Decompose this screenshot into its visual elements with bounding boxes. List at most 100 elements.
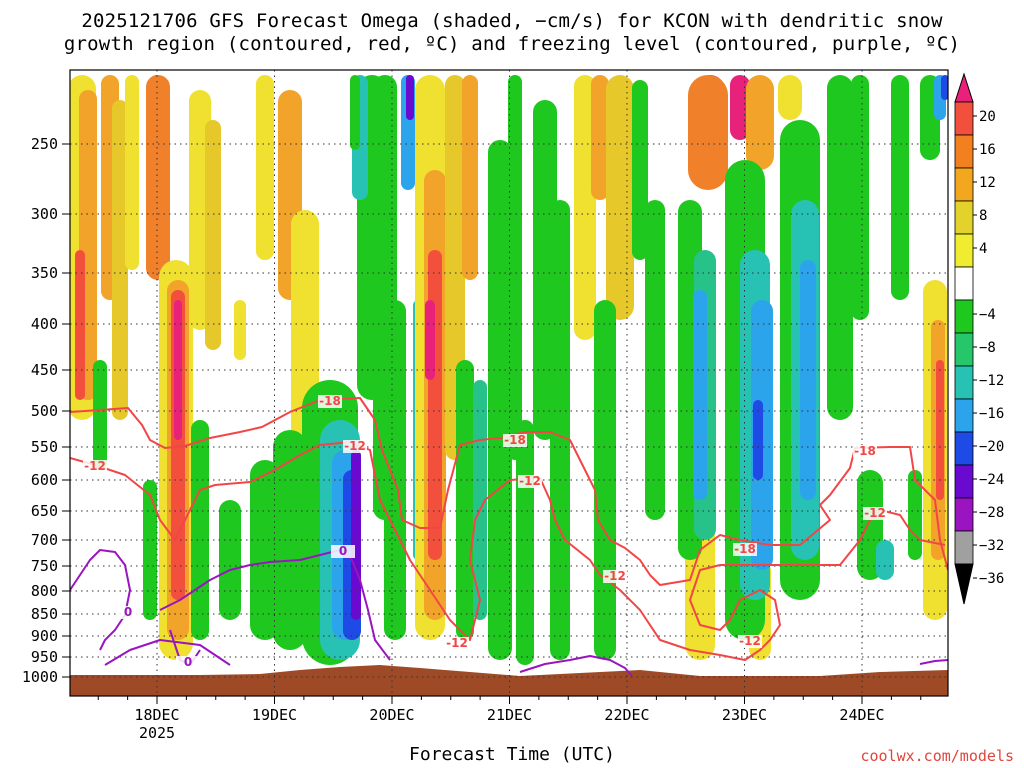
contour-label: 0	[339, 544, 347, 558]
contour-label-bg	[343, 440, 367, 453]
y-tick-label-300: 300	[31, 205, 58, 223]
colorbar-segment	[954, 266, 974, 301]
omega-streak	[112, 100, 128, 420]
omega-streak	[384, 300, 406, 640]
colorbar-segment	[954, 398, 974, 433]
x-tick-label-21DEC: 21DEC	[487, 706, 532, 724]
y-tick-label-800: 800	[31, 582, 58, 600]
omega-streak	[146, 75, 170, 280]
x-tick-label-22DEC: 22DEC	[604, 706, 649, 724]
omega-streak	[234, 300, 246, 360]
omega-streak	[488, 140, 512, 660]
colorbar-segment	[954, 530, 974, 565]
y-tick-label-850: 850	[31, 605, 58, 623]
omega-streak	[632, 80, 648, 260]
y-tick-label-1000: 1000	[22, 668, 58, 686]
colorbar-segment	[954, 233, 974, 268]
contour-label-bg	[318, 395, 342, 408]
colorbar-segment	[954, 431, 974, 466]
omega-streak	[936, 360, 944, 500]
colorbar-label: 8	[979, 208, 987, 224]
colorbar-label: −28	[979, 505, 1004, 521]
omega-streak	[891, 75, 909, 300]
y-axis: 250 300 350 400 450 500 550 600 650 700 750 800 850 9…	[22, 135, 70, 686]
omega-streak	[550, 200, 570, 660]
omega-streak	[125, 75, 139, 270]
omega-streak	[462, 75, 478, 280]
omega-streak	[508, 75, 522, 460]
y-tick-label-250: 250	[31, 135, 58, 153]
omega-streak	[851, 75, 869, 320]
colorbar-label: −8	[979, 340, 996, 356]
omega-streak	[778, 75, 802, 120]
contour-label: 0	[184, 655, 192, 669]
y-tick-label-350: 350	[31, 264, 58, 282]
x-tick-label-23DEC: 23DEC	[722, 706, 767, 724]
contour-label: -12	[519, 474, 541, 488]
x-tick-label-20DEC: 20DEC	[369, 706, 414, 724]
x-tick-label-18DEC: 18DEC	[134, 706, 179, 724]
colorbar-segment	[954, 101, 974, 136]
contour-label: -12	[604, 569, 626, 583]
contour-label: -12	[864, 506, 886, 520]
contour-label-bg	[331, 545, 355, 558]
omega-streak	[205, 120, 221, 350]
y-tick-label-700: 700	[31, 531, 58, 549]
colorbar-segment	[954, 134, 974, 169]
contour-line-0	[70, 397, 948, 586]
omega-streak	[191, 420, 209, 640]
omega-streak	[876, 540, 894, 580]
colorbar-label: 20	[979, 109, 996, 125]
omega-streak	[406, 75, 414, 120]
omega-streak	[730, 75, 750, 140]
omega-streak	[350, 75, 360, 150]
omega-streak	[143, 480, 157, 620]
omega-streak	[591, 75, 609, 200]
contour-line-5	[519, 655, 633, 677]
x-tick-label-19DEC: 19DEC	[252, 706, 297, 724]
colorbar: 20 16 12 8 4 −4 −8 −12 −16 −20 −24 −28 −32 −36	[954, 72, 1004, 605]
contour-label: -12	[84, 459, 106, 473]
contour-label-bg	[503, 434, 527, 447]
omega-streak	[250, 460, 280, 640]
contour-label: -18	[319, 394, 341, 408]
contour-label-bg	[518, 475, 542, 488]
contour-label-bg	[176, 656, 200, 669]
colorbar-segment	[954, 497, 974, 532]
omega-streak	[174, 300, 182, 440]
y-tick-label-600: 600	[31, 471, 58, 489]
x-year-label: 2025	[139, 724, 175, 742]
omega-streak	[688, 75, 728, 190]
omega-streak	[693, 290, 707, 500]
contour-label-bg	[445, 637, 469, 650]
colorbar-label: 12	[979, 175, 996, 191]
colorbar-segment	[954, 299, 974, 334]
omega-streak	[941, 75, 948, 100]
colorbar-label: 4	[979, 241, 987, 257]
colorbar-segment	[954, 464, 974, 499]
contour-label: 0	[124, 605, 132, 619]
contour-label-bg	[853, 445, 877, 458]
colorbar-label: −16	[979, 406, 1004, 422]
y-tick-label-550: 550	[31, 438, 58, 456]
credit-text: coolwx.com/models	[860, 747, 1014, 765]
omega-streak	[606, 75, 634, 320]
contour-label-bg	[83, 460, 107, 473]
colorbar-segment	[954, 365, 974, 400]
y-tick-label-950: 950	[31, 648, 58, 666]
contour-line-6	[919, 659, 948, 665]
contour-label: -12	[739, 634, 761, 648]
omega-streak	[574, 75, 596, 340]
colorbar-label: −36	[979, 571, 1004, 587]
omega-streak	[753, 400, 763, 480]
omega-streak	[75, 250, 85, 400]
x-axis-label: Forecast Time (UTC)	[409, 744, 615, 765]
y-tick-label-500: 500	[31, 402, 58, 420]
contour-label-bg	[863, 507, 887, 520]
colorbar-label: −12	[979, 373, 1004, 389]
y-tick-label-450: 450	[31, 361, 58, 379]
y-tick-label-650: 650	[31, 502, 58, 520]
omega-streak	[428, 250, 442, 560]
omega-streak	[645, 200, 665, 520]
